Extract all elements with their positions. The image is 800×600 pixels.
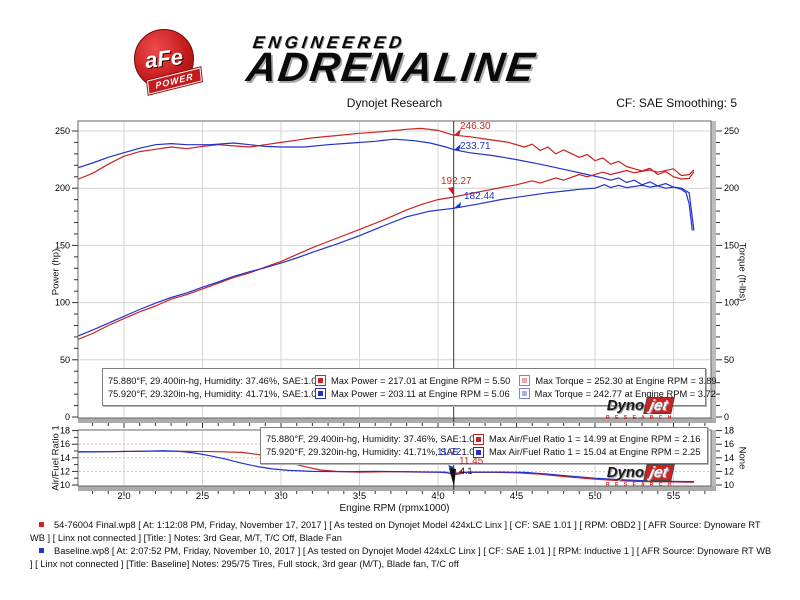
svg-text:14: 14 [60,453,70,463]
legend-main: 75.880°F, 29.400in-hg, Humidity: 37.46%,… [102,368,717,406]
run-swatch-blue-icon [39,548,44,553]
svg-text:5.0: 5.0 [588,491,601,502]
dynojet-watermark-afr: Dyno jet R E S E A R C H [606,464,675,488]
svg-text:5.5: 5.5 [667,491,680,502]
svg-text:0: 0 [724,412,729,422]
dynojet-logo: Dyno jet [607,397,675,414]
rpm-axis-title: Engine RPM (rpmx1000) [339,503,450,514]
svg-text:2.0: 2.0 [117,491,130,502]
svg-text:18: 18 [60,426,70,436]
env-conditions-final: 75.880°F, 29.400in-hg, Humidity: 37.46%,… [108,375,322,386]
page-title: Dynojet Research [346,96,443,110]
max-power-baseline: Max Power = 203.11 at Engine RPM = 5.06 [331,388,510,399]
svg-text:0: 0 [65,412,70,422]
svg-text:100: 100 [55,298,70,308]
max-afr-final: Max Air/Fuel Ratio 1 = 14.99 at Engine R… [489,434,701,444]
env-conditions-baseline: 75.920°F, 29.320in-hg, Humidity: 41.71%,… [108,388,322,399]
dynojet-research-label: R E S E A R C H [606,482,674,488]
max-torque-baseline: Max Torque = 242.77 at Engine RPM = 3.72 [534,388,716,399]
svg-text:100: 100 [724,298,739,308]
max-afr-baseline: Max Air/Fuel Ratio 1 = 15.04 at Engine R… [489,447,701,457]
svg-text:16: 16 [60,439,70,449]
dynojet-watermark-main: Dyno jet R E S E A R C H [606,397,675,421]
svg-text:16: 16 [724,439,734,449]
dynojet-research-label: R E S E A R C H [606,415,674,421]
run-note-final: 54-76004 Final.wp8 [ At: 1:12:08 PM, Fri… [30,519,772,544]
afr-legend-row-final: 75.880°F, 29.400in-hg, Humidity: 37.46%,… [266,433,702,445]
svg-text:10: 10 [724,480,734,490]
svg-text:3.0: 3.0 [274,491,287,502]
svg-text:10: 10 [60,480,70,490]
none-axis-title: None [736,446,748,470]
svg-text:200: 200 [724,183,739,193]
cursor-value-afr-baseline: 11.72 [437,447,462,458]
svg-text:14: 14 [724,453,734,463]
svg-text:4.5: 4.5 [510,491,523,502]
svg-text:200: 200 [55,183,70,193]
power-swatch-blue-icon [315,388,326,399]
env-conditions-final-afr: 75.880°F, 29.400in-hg, Humidity: 37.46%,… [266,434,480,444]
cursor-value-power-final: 192.27 [441,176,472,187]
svg-text:2.5: 2.5 [196,491,209,502]
svg-text:50: 50 [60,355,70,365]
smoothing-label: CF: SAE Smoothing: 5 [616,96,737,110]
run-swatch-red-icon [39,522,44,527]
torque-swatch-red-icon [519,375,531,386]
dynojet-logo: Dyno jet [607,464,675,481]
svg-text:4.0: 4.0 [431,491,444,502]
legend-afr: 75.880°F, 29.400in-hg, Humidity: 37.46%,… [260,427,708,464]
env-conditions-baseline-afr: 75.920°F, 29.320in-hg, Humidity: 41.71%,… [266,447,480,457]
cursor-rpm-label: 4.1 [460,466,473,476]
svg-text:50: 50 [724,355,734,365]
legend-row-final: 75.880°F, 29.400in-hg, Humidity: 37.46%,… [108,375,717,386]
svg-text:150: 150 [55,240,70,250]
power-axis-title: Power (hp) [50,248,62,296]
cursor-value-power-baseline: 182.44 [464,191,495,202]
run-note-final-text: 54-76004 Final.wp8 [ At: 1:12:08 PM, Fri… [30,520,761,543]
svg-text:18: 18 [724,426,734,436]
afr-swatch-blue-icon [473,446,484,458]
torque-swatch-blue-icon [518,388,530,399]
power-swatch-red-icon [315,375,326,386]
svg-text:12: 12 [724,466,734,476]
cursor-value-torque-final: 246.30 [460,121,491,132]
cursor-value-torque-baseline: 233.71 [460,141,491,152]
max-power-final: Max Power = 217.01 at Engine RPM = 5.50 [331,375,511,386]
run-note-baseline: Baseline.wp8 [ At: 2:07:52 PM, Friday, N… [30,545,772,570]
afr-legend-row-baseline: 75.920°F, 29.320in-hg, Humidity: 41.71%,… [266,446,702,458]
torque-axis-title: Torque (ft-lbs) [736,242,748,302]
svg-text:250: 250 [724,126,739,136]
svg-text:12: 12 [60,466,70,476]
svg-text:250: 250 [55,126,70,136]
svg-text:150: 150 [724,240,739,250]
afr-axis-title: Air/Fuel Ratio 1 [50,425,62,491]
run-note-baseline-text: Baseline.wp8 [ At: 2:07:52 PM, Friday, N… [30,546,772,569]
legend-row-baseline: 75.920°F, 29.320in-hg, Humidity: 41.71%,… [108,388,716,399]
afr-swatch-red-icon [473,433,484,445]
max-torque-final: Max Torque = 252.30 at Engine RPM = 3.89 [535,375,717,386]
cursor-value-afr-final: 11.45 [459,456,484,467]
svg-text:3.5: 3.5 [353,491,366,502]
